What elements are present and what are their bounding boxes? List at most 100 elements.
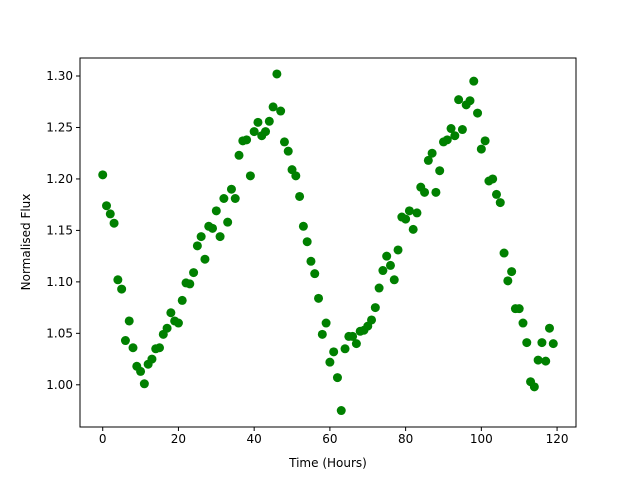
data-point — [435, 166, 445, 176]
data-point — [518, 318, 528, 328]
data-point — [367, 315, 377, 325]
data-point — [177, 295, 187, 305]
data-point — [124, 316, 134, 326]
data-point — [219, 193, 229, 203]
data-point — [147, 354, 157, 364]
y-tick-label: 1.00 — [46, 378, 73, 392]
x-tick-label: 60 — [322, 432, 337, 446]
data-point — [317, 329, 327, 339]
data-point — [401, 214, 411, 224]
y-axis-label: Normalised Flux — [19, 194, 33, 291]
data-point — [302, 237, 312, 247]
x-tick-label: 80 — [398, 432, 413, 446]
data-point — [404, 206, 414, 216]
data-point — [529, 382, 539, 392]
data-point — [348, 331, 358, 341]
data-point — [211, 206, 221, 216]
data-point — [340, 344, 350, 354]
data-point — [249, 127, 259, 137]
data-point — [155, 343, 165, 353]
y-tick-label: 1.05 — [46, 326, 73, 340]
x-tick-label: 100 — [470, 432, 493, 446]
data-point — [329, 347, 339, 357]
y-tick-label: 1.30 — [46, 69, 73, 83]
data-point — [102, 201, 112, 211]
data-point — [166, 308, 176, 318]
data-point — [370, 303, 380, 313]
data-point — [295, 191, 305, 201]
data-point — [385, 260, 395, 270]
data-point — [420, 187, 430, 197]
y-tick-label: 1.15 — [46, 223, 73, 237]
data-point — [208, 223, 218, 233]
data-point — [408, 224, 418, 234]
data-point — [423, 155, 433, 165]
data-point — [544, 323, 554, 333]
data-point — [488, 174, 498, 184]
data-point — [427, 148, 437, 158]
data-point — [321, 318, 331, 328]
data-point — [196, 232, 206, 242]
data-point — [120, 336, 130, 346]
data-point — [230, 193, 240, 203]
data-point — [469, 76, 479, 86]
data-point — [298, 221, 308, 231]
data-point — [215, 232, 225, 242]
data-point — [242, 135, 252, 145]
data-point — [382, 251, 392, 261]
data-point — [136, 366, 146, 376]
data-point — [291, 171, 301, 181]
data-point — [473, 108, 483, 118]
y-tick-label: 1.10 — [46, 275, 73, 289]
data-point — [272, 69, 282, 79]
data-point — [336, 406, 346, 416]
data-point — [450, 131, 460, 141]
data-point — [480, 136, 490, 146]
data-point — [503, 276, 513, 286]
data-point — [283, 146, 293, 156]
data-point — [276, 106, 286, 116]
data-point — [264, 116, 274, 126]
data-point — [457, 125, 467, 135]
data-point — [442, 135, 452, 145]
x-axis-label: Time (Hours) — [288, 456, 367, 470]
x-tick-label: 40 — [247, 432, 262, 446]
plot-frame — [79, 57, 577, 428]
data-point — [105, 209, 115, 219]
data-point — [245, 171, 255, 181]
y-tick-label: 1.25 — [46, 120, 73, 134]
data-point — [374, 283, 384, 293]
data-point — [185, 279, 195, 289]
data-point — [306, 256, 316, 266]
data-point — [268, 102, 278, 112]
data-point — [491, 189, 501, 199]
data-point — [522, 338, 532, 348]
data-point — [223, 217, 233, 227]
data-point — [117, 284, 127, 294]
data-point — [192, 241, 202, 251]
data-point — [412, 208, 422, 218]
data-point — [499, 248, 509, 258]
data-point — [234, 150, 244, 160]
data-point — [279, 137, 289, 147]
data-point — [351, 339, 361, 349]
x-tick-label: 120 — [546, 432, 569, 446]
data-point — [261, 127, 271, 137]
data-point — [139, 379, 149, 389]
data-point — [332, 373, 342, 383]
x-tick-label: 20 — [171, 432, 186, 446]
y-tick-label: 1.20 — [46, 172, 73, 186]
data-point — [314, 293, 324, 303]
data-point — [465, 96, 475, 106]
data-point — [533, 355, 543, 365]
data-point — [507, 267, 517, 277]
data-point — [109, 218, 119, 228]
data-point — [389, 275, 399, 285]
data-point — [325, 357, 335, 367]
data-point — [548, 339, 558, 349]
data-point — [431, 187, 441, 197]
data-point — [226, 184, 236, 194]
data-point — [98, 170, 108, 180]
